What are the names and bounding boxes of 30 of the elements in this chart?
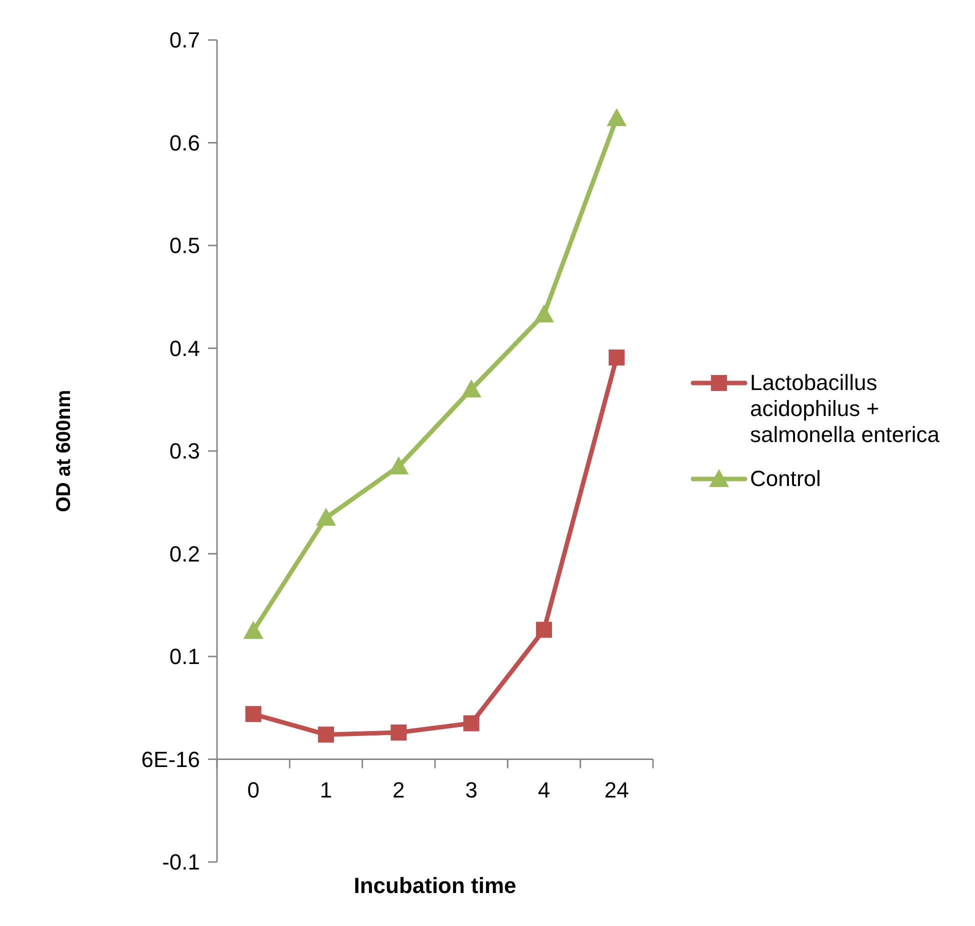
point: [606, 108, 627, 126]
x-tick-label: 24: [604, 777, 629, 802]
x-tick-label: 3: [465, 777, 478, 802]
y-tick-label: -0.1: [162, 850, 200, 875]
point: [536, 622, 552, 638]
y-tick-label: 6E-16: [141, 746, 200, 772]
x-tick-label: 0: [247, 777, 260, 802]
legend-label: Lactobacillus acidophilus + salmonella enterica: [750, 370, 940, 447]
point: [608, 349, 625, 366]
point: [534, 304, 554, 322]
y-tick-label: 0.5: [169, 233, 200, 258]
point: [461, 379, 482, 398]
legend-label: Control: [750, 466, 821, 491]
y-tick-label: 0.6: [169, 130, 200, 156]
x-tick-label: 4: [538, 777, 550, 802]
point: [245, 706, 262, 722]
y-tick-label: 0.1: [169, 644, 200, 670]
point: [390, 724, 407, 741]
x-tick-label: 2: [392, 777, 405, 802]
x-tick-label: 1: [320, 777, 332, 802]
point: [318, 726, 334, 743]
y-axis-title: OD at 600nm: [53, 390, 75, 512]
y-tick-label: 0.7: [169, 28, 200, 53]
point: [463, 715, 480, 732]
y-tick-label: 0.2: [169, 541, 200, 566]
point: [316, 508, 336, 526]
point: [243, 620, 264, 639]
y-tick-label: 0.3: [169, 438, 200, 464]
x-axis-title: Incubation time: [354, 873, 516, 898]
y-tick-label: 0.4: [169, 336, 200, 361]
